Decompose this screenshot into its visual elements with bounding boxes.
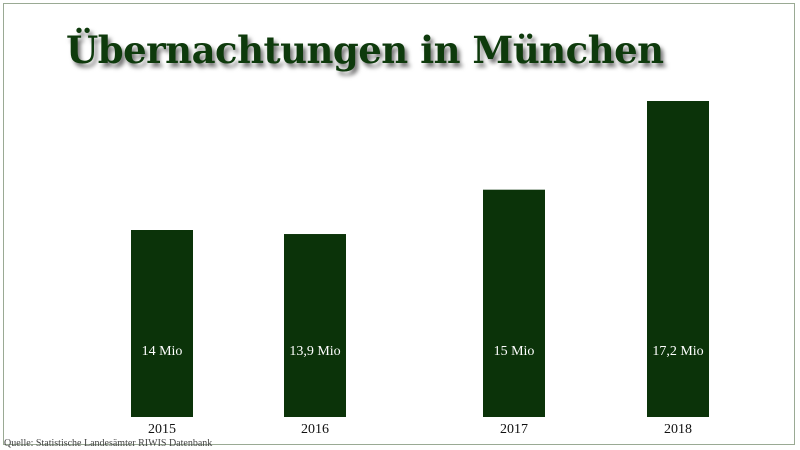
bars [131, 101, 709, 417]
x-tick-2015: 2015 [148, 422, 176, 437]
x-tick-2016: 2016 [301, 422, 329, 437]
x-tick-2017: 2017 [500, 422, 528, 437]
value-label-2017: 15 Mio [494, 344, 535, 359]
value-label-2015: 14 Mio [142, 344, 183, 359]
bar-2015 [131, 230, 193, 417]
chart-title: Übernachtungen in München [66, 28, 664, 72]
bar-2016 [284, 234, 346, 417]
value-label-2018: 17,2 Mio [652, 344, 703, 359]
x-tick-labels: 2015 2016 2017 2018 [148, 422, 692, 437]
source-note: Quelle: Statistische Landesämter RIWIS D… [4, 438, 213, 449]
bar-2018 [647, 101, 709, 417]
bar-2017 [483, 189, 545, 417]
x-tick-2018: 2018 [664, 422, 692, 437]
value-label-2016: 13,9 Mio [289, 344, 340, 359]
value-labels: 14 Mio 13,9 Mio 15 Mio 17,2 Mio [142, 344, 704, 359]
